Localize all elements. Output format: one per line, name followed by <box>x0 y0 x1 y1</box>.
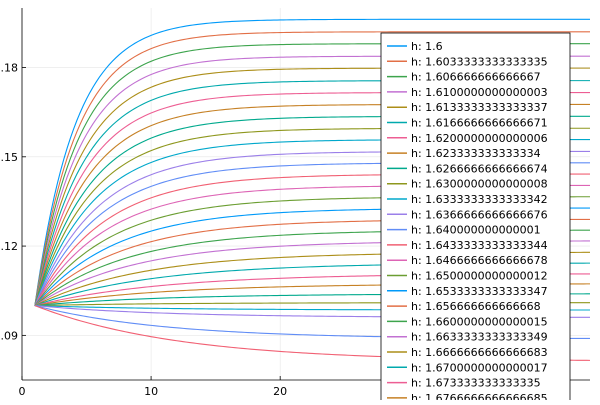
legend-label-9: h: 1.6300000000000008 <box>411 178 548 191</box>
legend-label-18: h: 1.6600000000000015 <box>411 315 548 328</box>
legend-label-4: h: 1.6133333333333337 <box>411 101 548 114</box>
legend-label-5: h: 1.6166666666666671 <box>411 117 548 130</box>
legend-label-16: h: 1.6533333333333347 <box>411 285 548 298</box>
legend-label-15: h: 1.6500000000000012 <box>411 270 548 283</box>
y-tick-label: .15 <box>1 151 19 164</box>
legend-label-19: h: 1.6633333333333349 <box>411 331 548 344</box>
y-tick-label: .09 <box>1 329 19 342</box>
series-line-0 <box>34 18 590 306</box>
legend-label-8: h: 1.6266666666666674 <box>411 162 548 175</box>
x-tick-label: 0 <box>19 385 26 398</box>
legend-label-22: h: 1.673333333333335 <box>411 377 541 390</box>
legend-label-2: h: 1.606666666666667 <box>411 71 541 84</box>
legend-label-1: h: 1.6033333333333335 <box>411 55 548 68</box>
x-tick-label: 20 <box>273 385 287 398</box>
x-tick-label: 10 <box>144 385 158 398</box>
legend-label-12: h: 1.640000000000001 <box>411 224 541 237</box>
legend-label-3: h: 1.6100000000000003 <box>411 86 548 99</box>
legend-box <box>380 32 571 405</box>
legend-label-21: h: 1.6700000000000017 <box>411 361 548 374</box>
y-tick-label: .12 <box>1 240 19 253</box>
legend-label-17: h: 1.656666666666668 <box>411 300 541 313</box>
legend-label-6: h: 1.6200000000000006 <box>411 132 548 145</box>
grid <box>21 8 590 380</box>
legend-label-14: h: 1.6466666666666678 <box>411 254 548 267</box>
legend-label-23: h: 1.6766666666666685 <box>411 392 548 400</box>
series-line-1 <box>34 31 590 306</box>
legend-label-0: h: 1.6 <box>411 40 443 53</box>
legend-label-11: h: 1.6366666666666676 <box>411 208 548 221</box>
y-tick-label: .18 <box>1 62 19 75</box>
legend-label-10: h: 1.6333333333333342 <box>411 193 548 206</box>
legend-label-7: h: 1.623333333333334 <box>411 147 541 160</box>
legend: h: 1.6 h: 1.6033333333333335 h: 1.60666666… <box>380 32 571 405</box>
legend-label-20: h: 1.6666666666666683 <box>411 346 548 359</box>
legend-label-13: h: 1.6433333333333344 <box>411 239 548 252</box>
